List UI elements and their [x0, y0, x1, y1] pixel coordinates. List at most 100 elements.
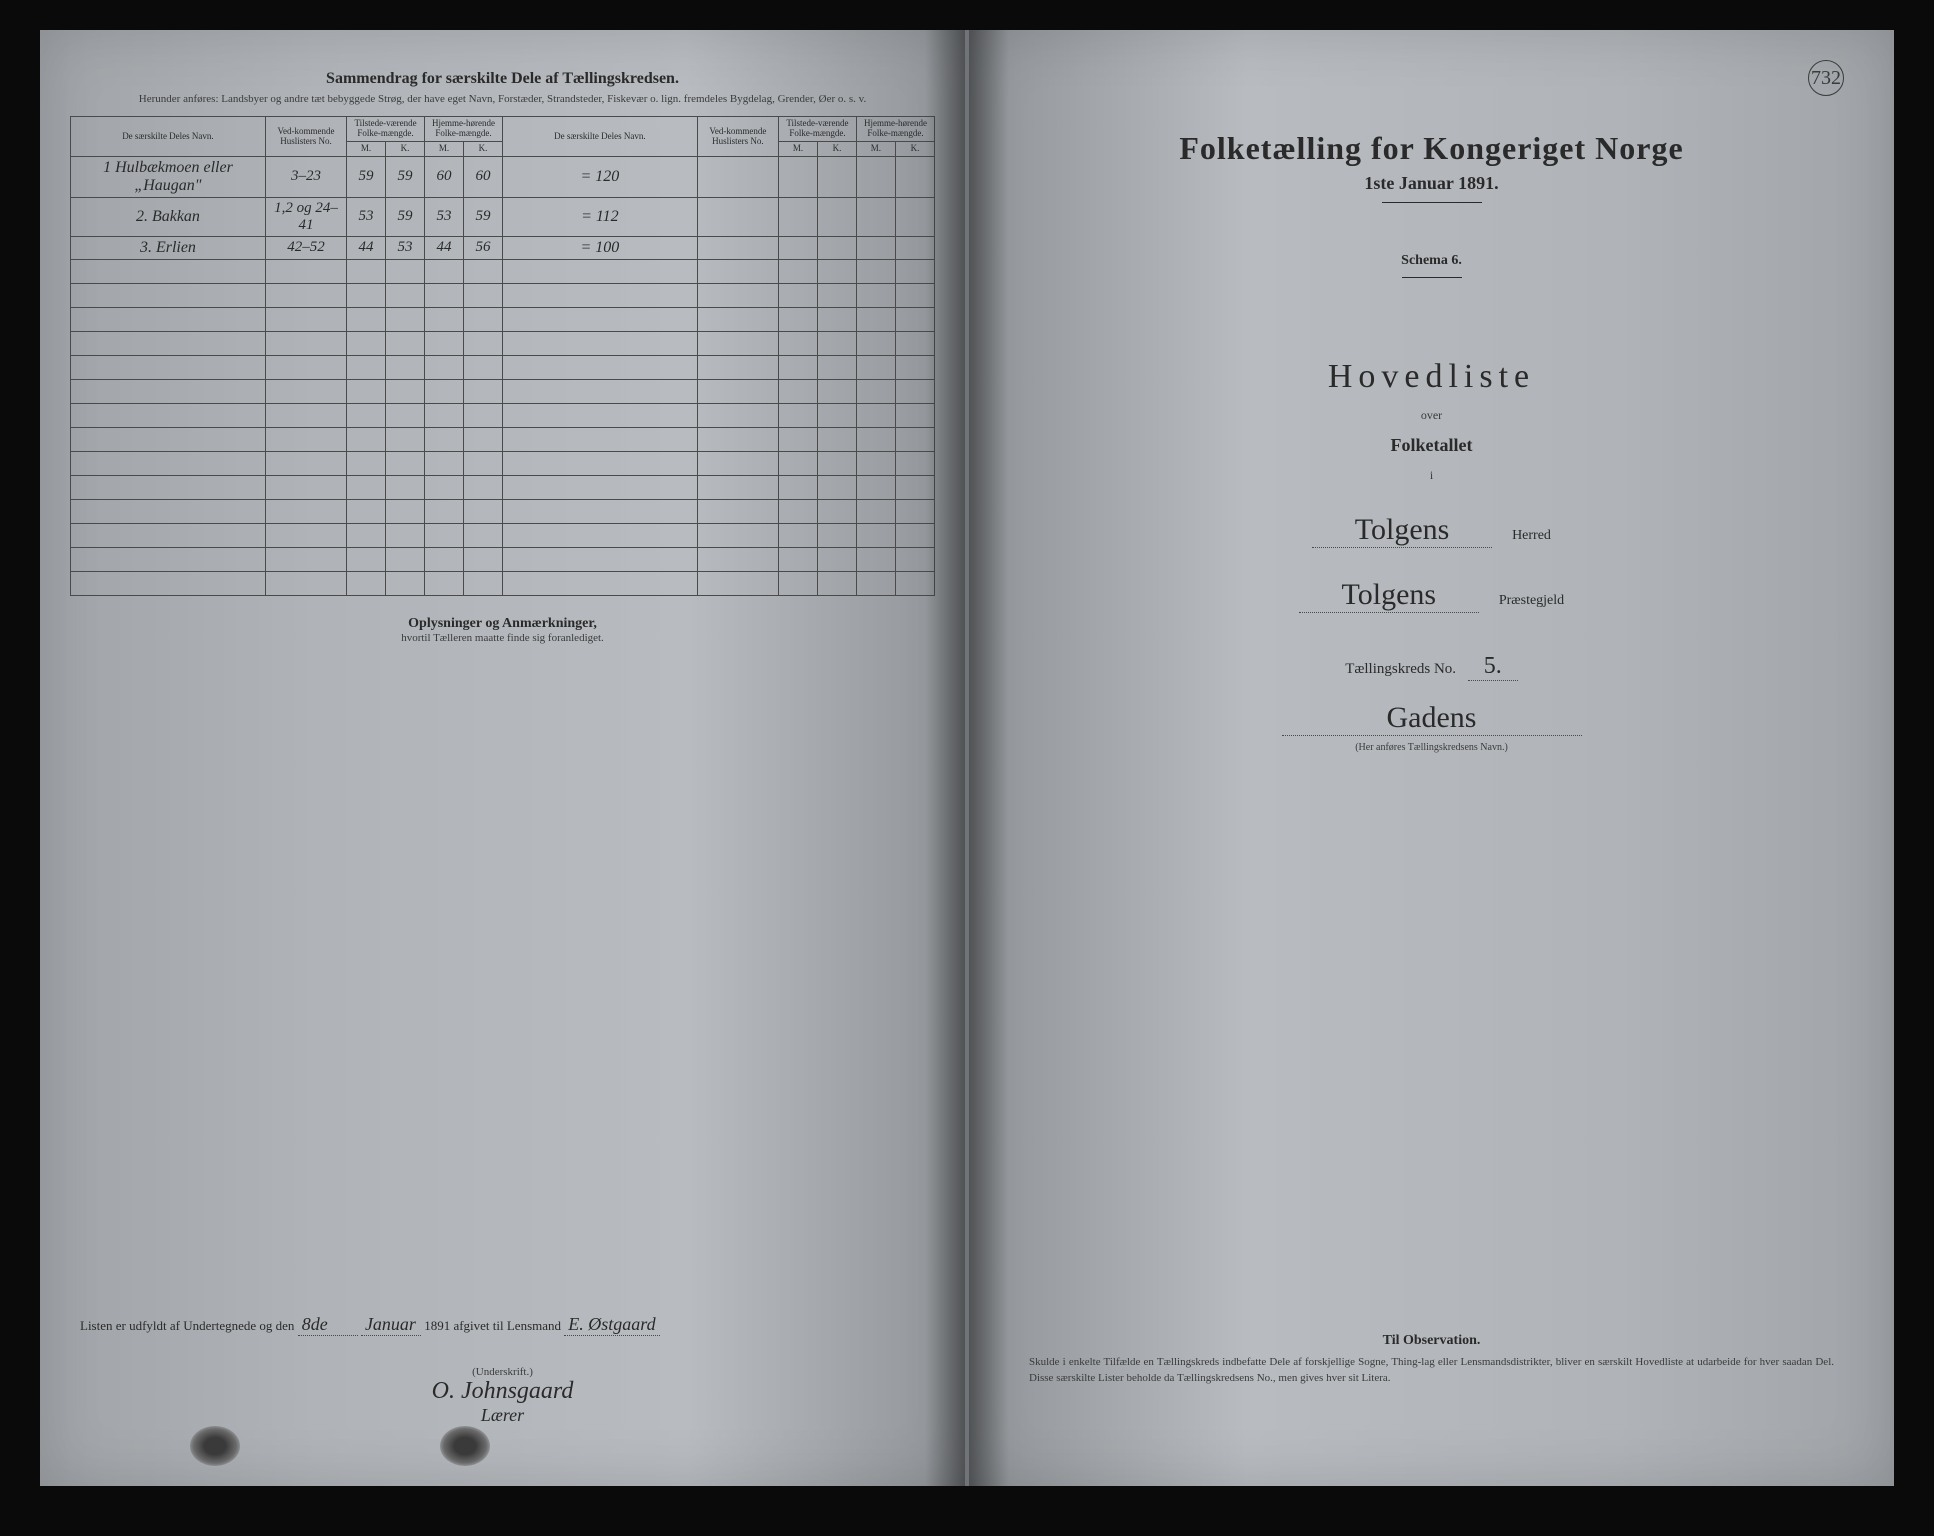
footer-prefix: Listen er udfyldt af Undertegnede og den [80, 1318, 294, 1333]
row-huslister: 3–23 [265, 156, 346, 197]
row-sum: = 120 [502, 156, 697, 197]
table-row-empty [71, 523, 935, 547]
row-empty [817, 197, 856, 236]
observation-section: Til Observation. Skulde i enkelte Tilfæl… [1029, 1333, 1834, 1386]
table-row-empty [71, 331, 935, 355]
summary-table: De særskilte Deles Navn. Ved-kommende Hu… [70, 116, 935, 596]
row-sum: = 100 [502, 236, 697, 259]
her-anfores: (Her anføres Tællingskredsens Navn.) [999, 742, 1864, 753]
row-empty [779, 156, 818, 197]
folketallet-label: Folketallet [999, 435, 1864, 456]
table-row-empty [71, 283, 935, 307]
footer-date-line: Listen er udfyldt af Undertegnede og den… [80, 1314, 925, 1336]
hovedliste-title: Hovedliste [999, 358, 1864, 396]
schema-label: Schema 6. [999, 253, 1864, 269]
prestegjeld-value: Tolgens [1299, 578, 1479, 613]
binding-hole [440, 1426, 490, 1466]
row-empty [697, 197, 778, 236]
row-tk: 59 [386, 156, 425, 197]
table-row-empty [71, 499, 935, 523]
th-m: M. [347, 142, 386, 157]
herred-label: Herred [1512, 528, 1551, 544]
signature: O. Johnsgaard [80, 1378, 925, 1405]
footer-lensmand: E. Østgaard [564, 1314, 659, 1336]
binding-hole [190, 1426, 240, 1466]
th-m: M. [856, 142, 895, 157]
over-label: over [999, 408, 1864, 423]
row-empty [856, 197, 895, 236]
table-row: 3. Erlien 42–52 44 53 44 56 = 100 [71, 236, 935, 259]
th-k: K. [463, 142, 502, 157]
th-m: M. [779, 142, 818, 157]
title-rule [1382, 202, 1482, 203]
table-row-empty [71, 547, 935, 571]
footer-day: 8de [298, 1314, 358, 1336]
schema-rule [1402, 277, 1462, 278]
page-number: 732 [1808, 60, 1844, 96]
row-hk: 60 [463, 156, 502, 197]
row-empty [817, 236, 856, 259]
summary-title: Sammendrag for særskilte Dele af Tælling… [70, 70, 935, 88]
footer-month: Januar [361, 1314, 421, 1336]
kreds-label: Tællingskreds No. [1345, 661, 1456, 677]
table-row-empty [71, 403, 935, 427]
right-content: Folketælling for Kongeriget Norge 1ste J… [999, 70, 1864, 753]
footer-suffix: afgivet til Lensmand [453, 1318, 561, 1333]
census-date: 1ste Januar 1891. [999, 173, 1864, 194]
table-row-empty [71, 427, 935, 451]
th-tilstede: Tilstede-værende Folke-mængde. [347, 117, 425, 142]
th-hjemme2: Hjemme-hørende Folke-mængde. [856, 117, 934, 142]
row-tk: 59 [386, 197, 425, 236]
th-k: K. [895, 142, 934, 157]
th-k: K. [817, 142, 856, 157]
row-empty [779, 197, 818, 236]
row-tk: 53 [386, 236, 425, 259]
row-tm: 53 [347, 197, 386, 236]
table-row: 1 Hulbækmoen eller „Haugan" 3–23 59 59 6… [71, 156, 935, 197]
herred-value: Tolgens [1312, 513, 1492, 548]
row-huslister: 1,2 og 24–41 [265, 197, 346, 236]
oplysninger-sub: hvortil Tælleren maatte finde sig foranl… [70, 632, 935, 644]
i-label: i [999, 468, 1864, 483]
oplysninger-title: Oplysninger og Anmærkninger, [70, 616, 935, 632]
kreds-name: Gadens [1282, 701, 1582, 736]
summary-subtitle: Herunder anføres: Landsbyer og andre tæt… [70, 92, 935, 106]
row-hk: 56 [463, 236, 502, 259]
observation-text: Skulde i enkelte Tilfælde en Tællingskre… [1029, 1355, 1834, 1386]
kreds-no: 5. [1468, 653, 1518, 681]
census-title: Folketælling for Kongeriget Norge [999, 130, 1864, 167]
row-empty [697, 236, 778, 259]
row-empty [895, 197, 934, 236]
row-empty [697, 156, 778, 197]
prestegjeld-label: Præstegjeld [1499, 593, 1564, 609]
row-tm: 44 [347, 236, 386, 259]
underskrift-label: (Underskrift.) [80, 1366, 925, 1378]
left-footer: Listen er udfyldt af Undertegnede og den… [80, 1314, 925, 1426]
row-empty [856, 236, 895, 259]
table-row-empty [71, 571, 935, 595]
row-empty [817, 156, 856, 197]
row-huslister: 42–52 [265, 236, 346, 259]
prestegjeld-row: Tolgens Præstegjeld [999, 578, 1864, 613]
th-m: M. [425, 142, 464, 157]
herred-row: Tolgens Herred [999, 513, 1864, 548]
signature-role: Lærer [80, 1405, 925, 1426]
row-name: 3. Erlien [71, 236, 266, 259]
oplysninger-section: Oplysninger og Anmærkninger, hvortil Tæl… [70, 616, 935, 644]
th-huslister: Ved-kommende Huslisters No. [265, 117, 346, 157]
table-row: 2. Bakkan 1,2 og 24–41 53 59 53 59 = 112 [71, 197, 935, 236]
signature-area: (Underskrift.) O. Johnsgaard Lærer [80, 1366, 925, 1426]
observation-title: Til Observation. [1029, 1333, 1834, 1349]
left-page: Sammendrag for særskilte Dele af Tælling… [40, 30, 967, 1486]
th-k: K. [386, 142, 425, 157]
row-hm: 60 [425, 156, 464, 197]
table-row-empty [71, 475, 935, 499]
th-name: De særskilte Deles Navn. [71, 117, 266, 157]
row-name: 1 Hulbækmoen eller „Haugan" [71, 156, 266, 197]
table-row-empty [71, 379, 935, 403]
th-tilstede2: Tilstede-værende Folke-mængde. [779, 117, 857, 142]
row-empty [895, 236, 934, 259]
table-row-empty [71, 307, 935, 331]
row-hm: 44 [425, 236, 464, 259]
row-tm: 59 [347, 156, 386, 197]
